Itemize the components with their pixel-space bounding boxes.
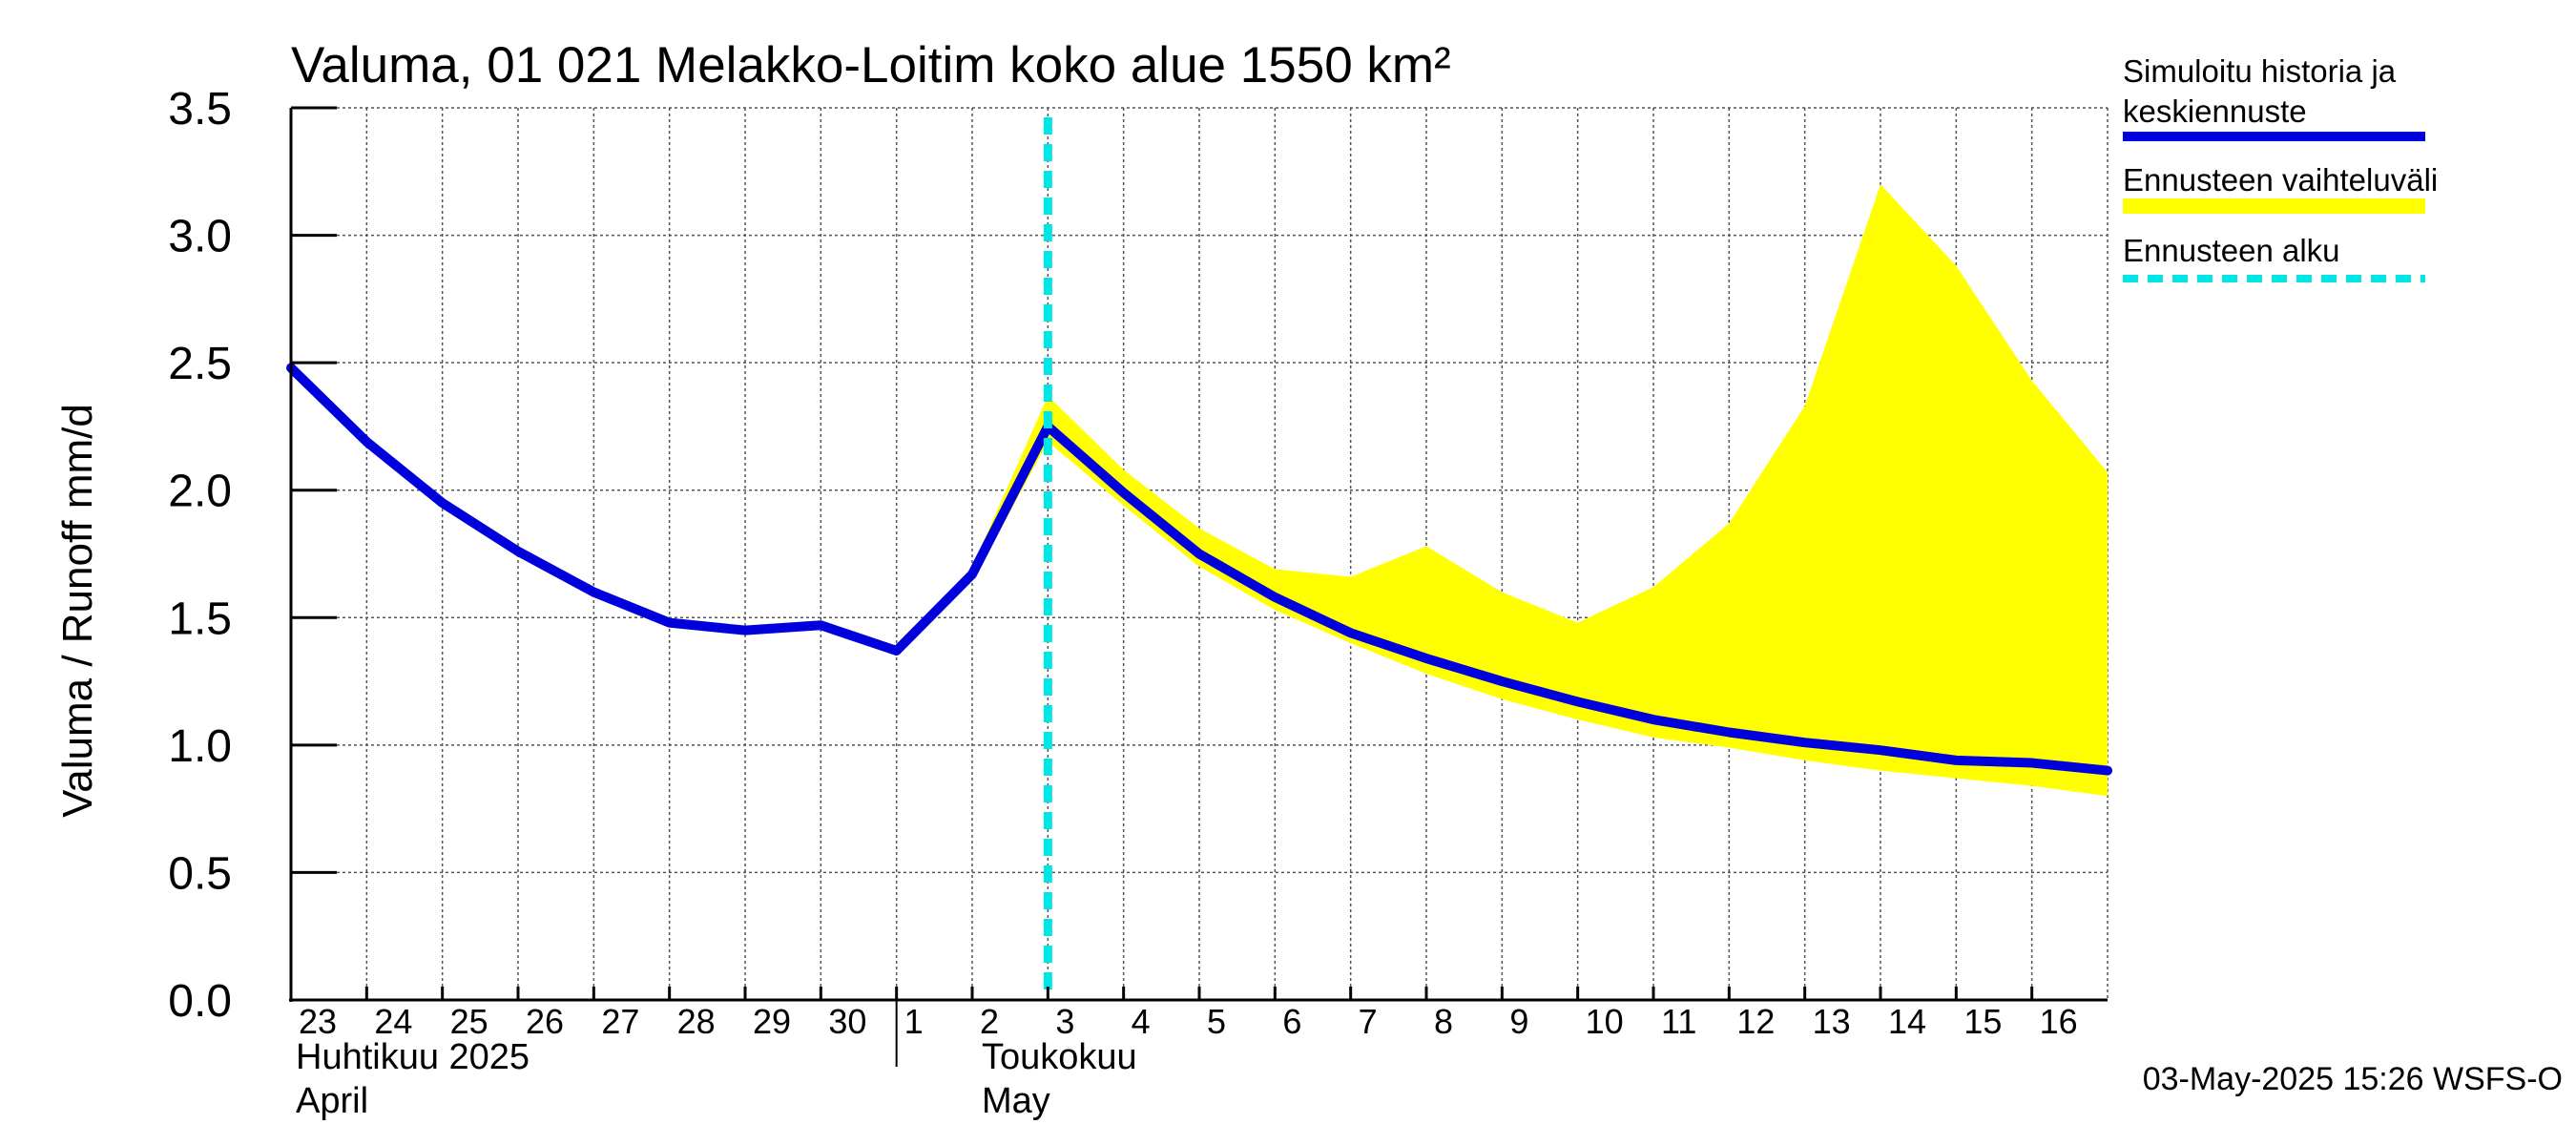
x-day-label: 30 [828,1002,866,1041]
x-day-label: 9 [1509,1002,1528,1041]
y-tick-label: 0.0 [168,976,232,1027]
x-day-label: 25 [450,1002,488,1041]
x-day-label: 11 [1661,1002,1696,1041]
month-label-april-en: April [296,1081,368,1121]
x-day-label: 10 [1586,1002,1624,1041]
x-day-label: 5 [1207,1002,1226,1041]
range-band-polygon [972,184,2108,797]
y-tick-label: 1.5 [168,593,232,644]
legend-range-label: Ennusteen vaihteluväli [2123,162,2438,198]
legend: Simuloitu historia ja keskiennuste Ennus… [2123,53,2438,282]
x-day-label: 12 [1736,1002,1775,1041]
x-day-label: 26 [526,1002,564,1041]
y-tick-label: 2.5 [168,339,232,389]
legend-start-label: Ennusteen alku [2123,233,2340,268]
y-tick-label: 1.0 [168,721,232,772]
x-day-label: 13 [1813,1002,1851,1041]
x-day-label: 23 [299,1002,337,1041]
month-label-april-fi: Huhtikuu 2025 [296,1037,530,1077]
series-layer [286,363,2112,776]
footer-timestamp: 03-May-2025 15:26 WSFS-O [2143,1061,2563,1097]
x-day-label: 14 [1888,1002,1926,1041]
x-day-label: 16 [2040,1002,2078,1041]
series-line-simulated [286,363,2112,776]
x-day-label: 28 [677,1002,716,1041]
chart-title: Valuma, 01 021 Melakko-Loitim koko alue … [291,37,1451,94]
y-tick-label: 2.0 [168,467,232,517]
x-day-label: 1 [904,1002,924,1041]
axis-labels: 0.00.51.01.52.02.53.03.523 24 25 26 27 28 29 30… [168,84,2077,1121]
x-day-label: 29 [753,1002,791,1041]
x-day-label: 24 [374,1002,412,1041]
legend-simulated-line2: keskiennuste [2123,94,2307,129]
y-tick-label: 3.0 [168,212,232,262]
forecast-range-band [972,184,2108,797]
axes [289,106,2108,1067]
y-axis-label: Valuma / Runoff mm/d [54,404,101,818]
x-day-label: 4 [1132,1002,1151,1041]
x-day-label: 7 [1359,1002,1378,1041]
x-day-label: 6 [1282,1002,1301,1041]
y-tick-label: 3.5 [168,84,232,135]
x-day-label: 15 [1963,1002,2002,1041]
x-day-label: 3 [1055,1002,1074,1041]
x-day-label: 8 [1434,1002,1453,1041]
month-label-may-en: May [982,1081,1050,1121]
legend-simulated-line1: Simuloitu historia ja [2123,53,2397,89]
month-label-may-fi: Toukokuu [982,1037,1137,1077]
x-day-label: 2 [980,1002,999,1041]
x-day-label: 27 [601,1002,639,1041]
y-tick-label: 0.5 [168,848,232,899]
